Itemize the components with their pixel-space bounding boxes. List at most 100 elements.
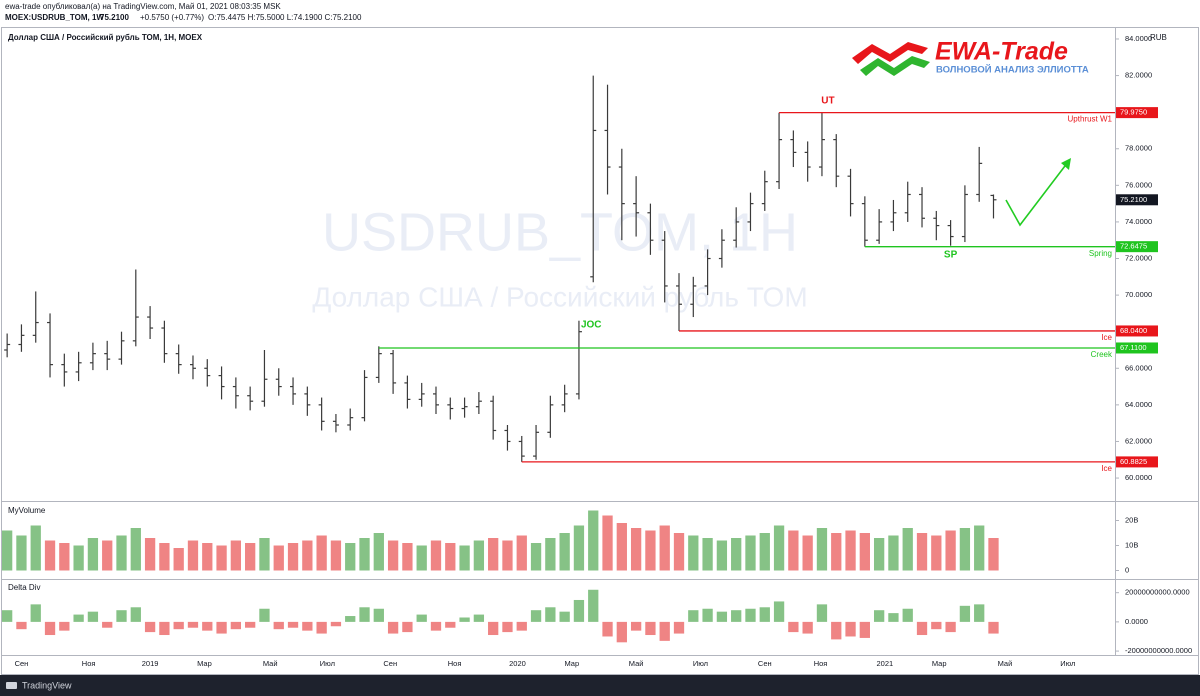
level-name: Ice bbox=[1101, 333, 1112, 342]
volume-bar bbox=[402, 543, 413, 571]
volume-bar bbox=[488, 538, 499, 571]
x-tick-label: Мар bbox=[564, 659, 579, 668]
level-price-label: 79.9750 bbox=[1120, 108, 1147, 117]
delta-bar bbox=[602, 621, 613, 637]
delta-bar bbox=[716, 611, 728, 622]
annotation: UT bbox=[821, 95, 834, 106]
volume-bar bbox=[688, 535, 699, 571]
y-tick-label: 0.0000 bbox=[1125, 617, 1148, 626]
delta-bar bbox=[673, 621, 685, 634]
ohlc-summary: O:75.4475 H:75.5000 L:74.1900 C:75.2100 bbox=[208, 13, 362, 22]
logo-subtitle: ВОЛНОВОЙ АНАЛИЗ ЭЛЛИОТТА bbox=[936, 64, 1089, 76]
volume-bar bbox=[130, 528, 141, 571]
delta-bar bbox=[316, 621, 327, 634]
annotation: JOC bbox=[581, 319, 602, 330]
delta-bar bbox=[488, 621, 499, 636]
delta-bar bbox=[116, 610, 127, 622]
delta-bar bbox=[545, 607, 556, 622]
delta-bar bbox=[173, 621, 184, 630]
delta-bar bbox=[959, 605, 971, 622]
x-tick-label: 2019 bbox=[142, 659, 159, 668]
volume-bar bbox=[16, 535, 27, 571]
y-tick-label: 0 bbox=[1125, 565, 1129, 574]
volume-bar bbox=[988, 538, 999, 571]
last-price-label: 75.2100 bbox=[1120, 195, 1147, 204]
pane-title: MyVolume bbox=[8, 506, 46, 515]
x-tick-label: Май bbox=[629, 659, 644, 668]
volume-bar bbox=[731, 538, 742, 571]
x-tick-label: Сен bbox=[758, 659, 772, 668]
delta-bar bbox=[202, 621, 213, 631]
delta-bar bbox=[345, 616, 356, 622]
volume-bar bbox=[202, 543, 213, 571]
last-price: 75.2100 bbox=[100, 13, 129, 22]
level-price-box bbox=[1116, 456, 1158, 468]
delta-bar bbox=[902, 608, 913, 622]
y-tick-label: 66.0000 bbox=[1125, 363, 1152, 372]
x-tick-label: Ноя bbox=[448, 659, 462, 668]
volume-bar bbox=[545, 538, 556, 571]
volume-bar bbox=[230, 540, 242, 571]
volume-bar bbox=[630, 528, 642, 571]
y-tick-label: 84.0000 bbox=[1125, 34, 1152, 43]
chart-title: Доллар США / Российский рубль ТОМ, 1Н, M… bbox=[8, 33, 203, 42]
volume-bar bbox=[859, 533, 870, 571]
delta-bar bbox=[845, 621, 856, 637]
volume-bar bbox=[888, 535, 899, 571]
delta-bar bbox=[16, 621, 27, 630]
footer-bar bbox=[0, 675, 1200, 696]
volume-bar bbox=[430, 540, 442, 571]
publisher-line: ewa-trade опубликовал(а) на TradingView.… bbox=[5, 2, 281, 11]
delta-bar bbox=[373, 608, 384, 622]
delta-bar bbox=[630, 621, 642, 631]
volume-bar bbox=[102, 540, 113, 571]
x-tick-label: Мар bbox=[932, 659, 947, 668]
watermark-name: Доллар США / Российский рубль ТОМ bbox=[312, 281, 807, 312]
volume-bar bbox=[745, 535, 756, 571]
volume-bar bbox=[2, 530, 13, 571]
level-name: Ice bbox=[1101, 464, 1112, 473]
change: +0.5750 (+0.77%) bbox=[140, 13, 204, 22]
volume-bar bbox=[159, 543, 170, 571]
delta-bar bbox=[87, 611, 99, 622]
chart-border bbox=[1, 27, 1199, 675]
delta-bar bbox=[888, 613, 899, 622]
x-tick-label: 2021 bbox=[877, 659, 894, 668]
volume-bar bbox=[816, 528, 828, 571]
level-price-box bbox=[1116, 241, 1158, 253]
y-tick-label: -20000000000.0000 bbox=[1125, 646, 1192, 655]
volume-bar bbox=[931, 535, 942, 571]
delta-bar bbox=[59, 621, 70, 631]
volume-bar bbox=[259, 538, 270, 571]
x-tick-label: Июл bbox=[1060, 659, 1075, 668]
x-tick-label: Июл bbox=[693, 659, 708, 668]
x-tick-label: Ноя bbox=[82, 659, 96, 668]
delta-bar bbox=[988, 621, 999, 634]
y-tick-label: 72.0000 bbox=[1125, 253, 1152, 262]
volume-bar bbox=[459, 545, 470, 571]
volume-bar bbox=[659, 525, 670, 571]
delta-bar bbox=[788, 621, 799, 633]
logo: EWA-Trade ВОЛНОВОЙ АНАЛИЗ ЭЛЛИОТТА bbox=[852, 38, 1089, 76]
delta-bar bbox=[159, 621, 170, 636]
volume-bar bbox=[616, 523, 627, 571]
level-price-box bbox=[1116, 107, 1158, 119]
volume-bar bbox=[302, 540, 313, 571]
delta-bar bbox=[359, 607, 370, 622]
volume-bar bbox=[502, 540, 513, 571]
delta-bar bbox=[144, 621, 156, 633]
delta-bar bbox=[530, 610, 542, 622]
y-tick-label: 60.0000 bbox=[1125, 473, 1152, 482]
volume-bar bbox=[559, 533, 570, 571]
x-tick-label: Сен bbox=[383, 659, 397, 668]
volume-bar bbox=[30, 525, 41, 571]
volume-bar bbox=[473, 540, 485, 571]
volume-bar bbox=[645, 530, 656, 571]
volume-bar bbox=[788, 530, 799, 571]
volume-bar bbox=[902, 528, 913, 571]
delta-bar bbox=[816, 604, 828, 622]
delta-bar bbox=[44, 621, 56, 636]
delta-bar bbox=[731, 610, 742, 622]
delta-bar bbox=[430, 621, 442, 631]
level-price-box bbox=[1116, 342, 1158, 354]
